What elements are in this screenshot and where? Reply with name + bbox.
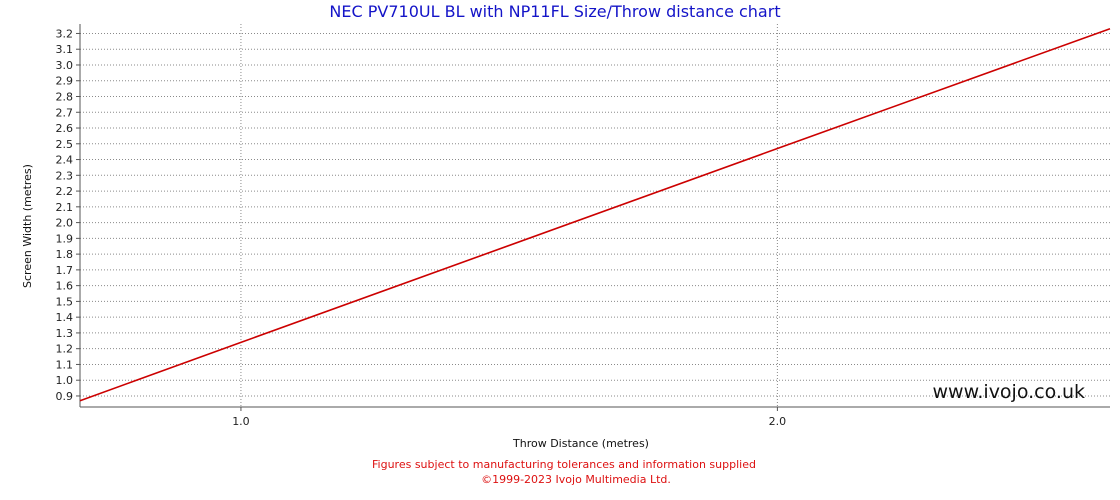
y-tick-label: 1.1 bbox=[56, 358, 74, 371]
x-tick-label: 2.0 bbox=[769, 415, 787, 428]
watermark-text: www.ivojo.co.uk bbox=[933, 381, 1086, 403]
data-series bbox=[79, 27, 1111, 402]
y-tick-label: 0.9 bbox=[56, 390, 74, 403]
footer-copyright: ©1999-2023 Ivojo Multimedia Ltd. bbox=[481, 473, 671, 486]
chart-title: NEC PV710UL BL with NP11FL Size/Throw di… bbox=[329, 2, 780, 21]
footer-disclaimer: Figures subject to manufacturing toleran… bbox=[372, 458, 756, 471]
y-tick-label: 3.2 bbox=[56, 27, 74, 40]
y-tick-label: 3.1 bbox=[56, 43, 74, 56]
y-tick-label: 2.7 bbox=[56, 106, 74, 119]
y-tick-label: 1.0 bbox=[56, 374, 74, 387]
y-tick-label: 2.0 bbox=[56, 217, 74, 230]
x-tick-labels: 1.0 2.0 bbox=[232, 407, 786, 428]
y-tick-label: 1.9 bbox=[56, 232, 74, 245]
y-tick-label: 1.8 bbox=[56, 248, 74, 261]
axes bbox=[79, 24, 1110, 408]
y-tick-label: 2.1 bbox=[56, 201, 74, 214]
y-tick-label: 2.8 bbox=[56, 91, 74, 104]
y-tick-label: 2.2 bbox=[56, 185, 74, 198]
x-axis-label: Throw Distance (metres) bbox=[512, 437, 649, 450]
y-tick-label: 2.9 bbox=[56, 75, 74, 88]
y-tick-label: 2.5 bbox=[56, 138, 74, 151]
series-line bbox=[79, 27, 1111, 402]
y-tick-label: 1.3 bbox=[56, 327, 74, 340]
y-tick-labels: 0.9 1.0 1.1 1.2 1.3 1.4 1.5 1.6 1.7 1.8 1.9 2.0 2.1 2… bbox=[56, 27, 80, 403]
y-tick-label: 1.2 bbox=[56, 343, 74, 356]
y-tick-label: 2.3 bbox=[56, 169, 74, 182]
y-tick-label: 1.6 bbox=[56, 280, 74, 293]
y-tick-label: 2.4 bbox=[56, 154, 74, 167]
y-axis-label: Screen Width (metres) bbox=[21, 164, 34, 288]
y-tick-label: 1.5 bbox=[56, 295, 74, 308]
y-tick-label: 3.0 bbox=[56, 59, 74, 72]
y-tick-label: 1.4 bbox=[56, 311, 74, 324]
y-tick-label: 1.7 bbox=[56, 264, 74, 277]
y-tick-label: 2.6 bbox=[56, 122, 74, 135]
x-tick-label: 1.0 bbox=[232, 415, 250, 428]
grid-lines bbox=[80, 24, 1110, 407]
